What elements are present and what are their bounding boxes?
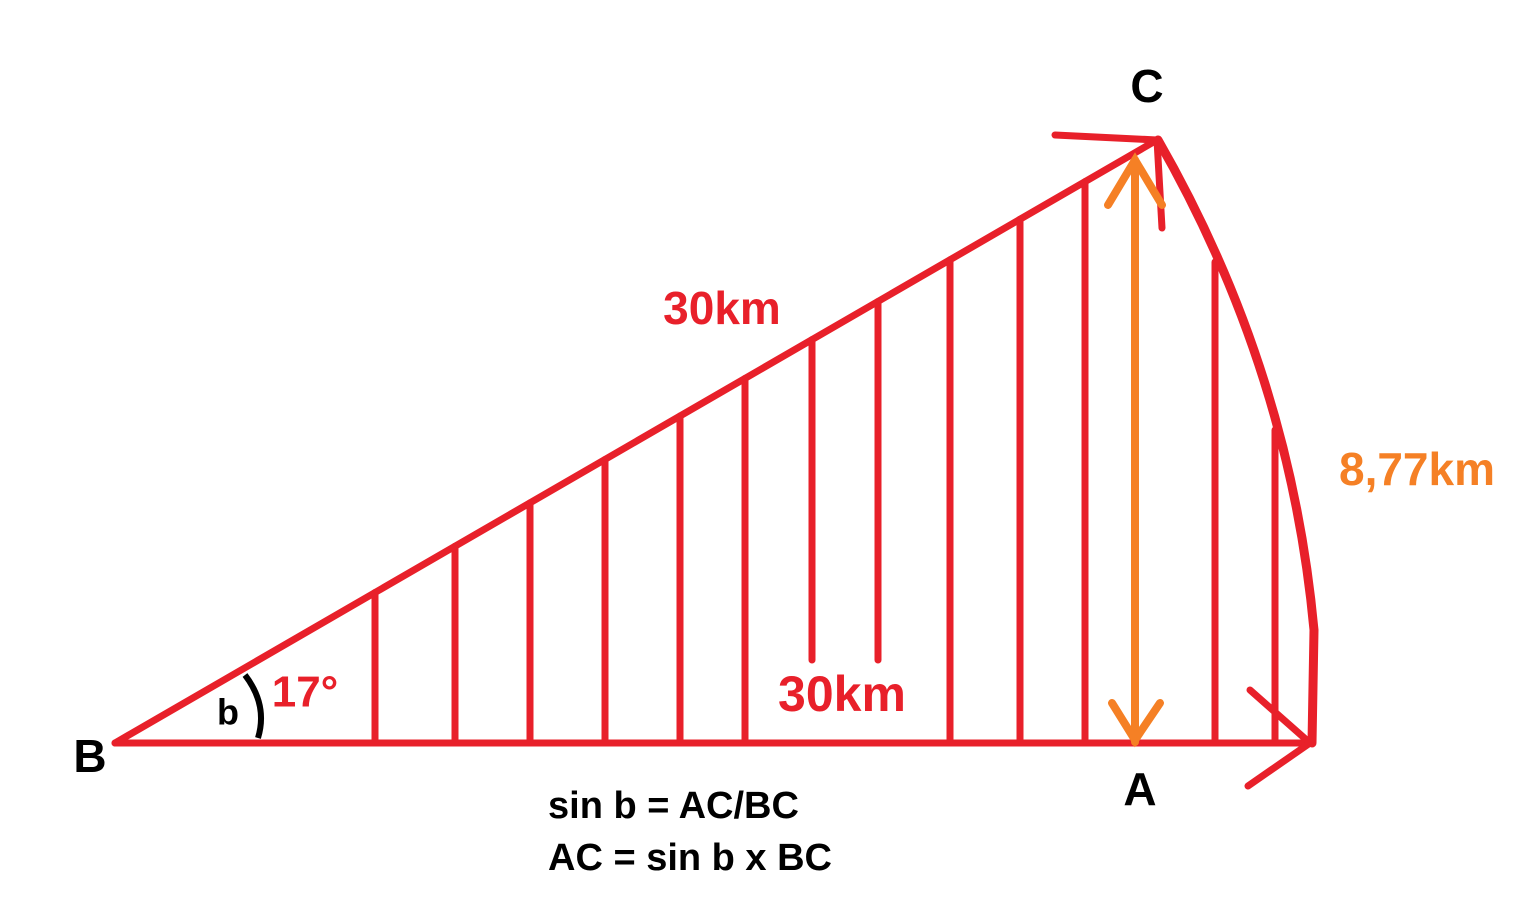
point-label: A — [1123, 763, 1156, 815]
angle-arc — [242, 673, 264, 739]
angle-name: b — [217, 692, 239, 733]
height-arrow — [1104, 152, 1166, 748]
triangle — [111, 131, 1319, 790]
formula: sin b = AC/BC — [548, 785, 799, 827]
side-label: 30km — [663, 282, 781, 334]
side-label: 8,77km — [1339, 443, 1495, 495]
point-label: C — [1130, 60, 1163, 112]
hatching — [371, 178, 1089, 747]
angle-value: 17° — [272, 668, 339, 717]
formula: AC = sin b x BC — [548, 837, 832, 879]
side-label: 30km — [778, 666, 906, 722]
point-label: B — [73, 730, 106, 782]
